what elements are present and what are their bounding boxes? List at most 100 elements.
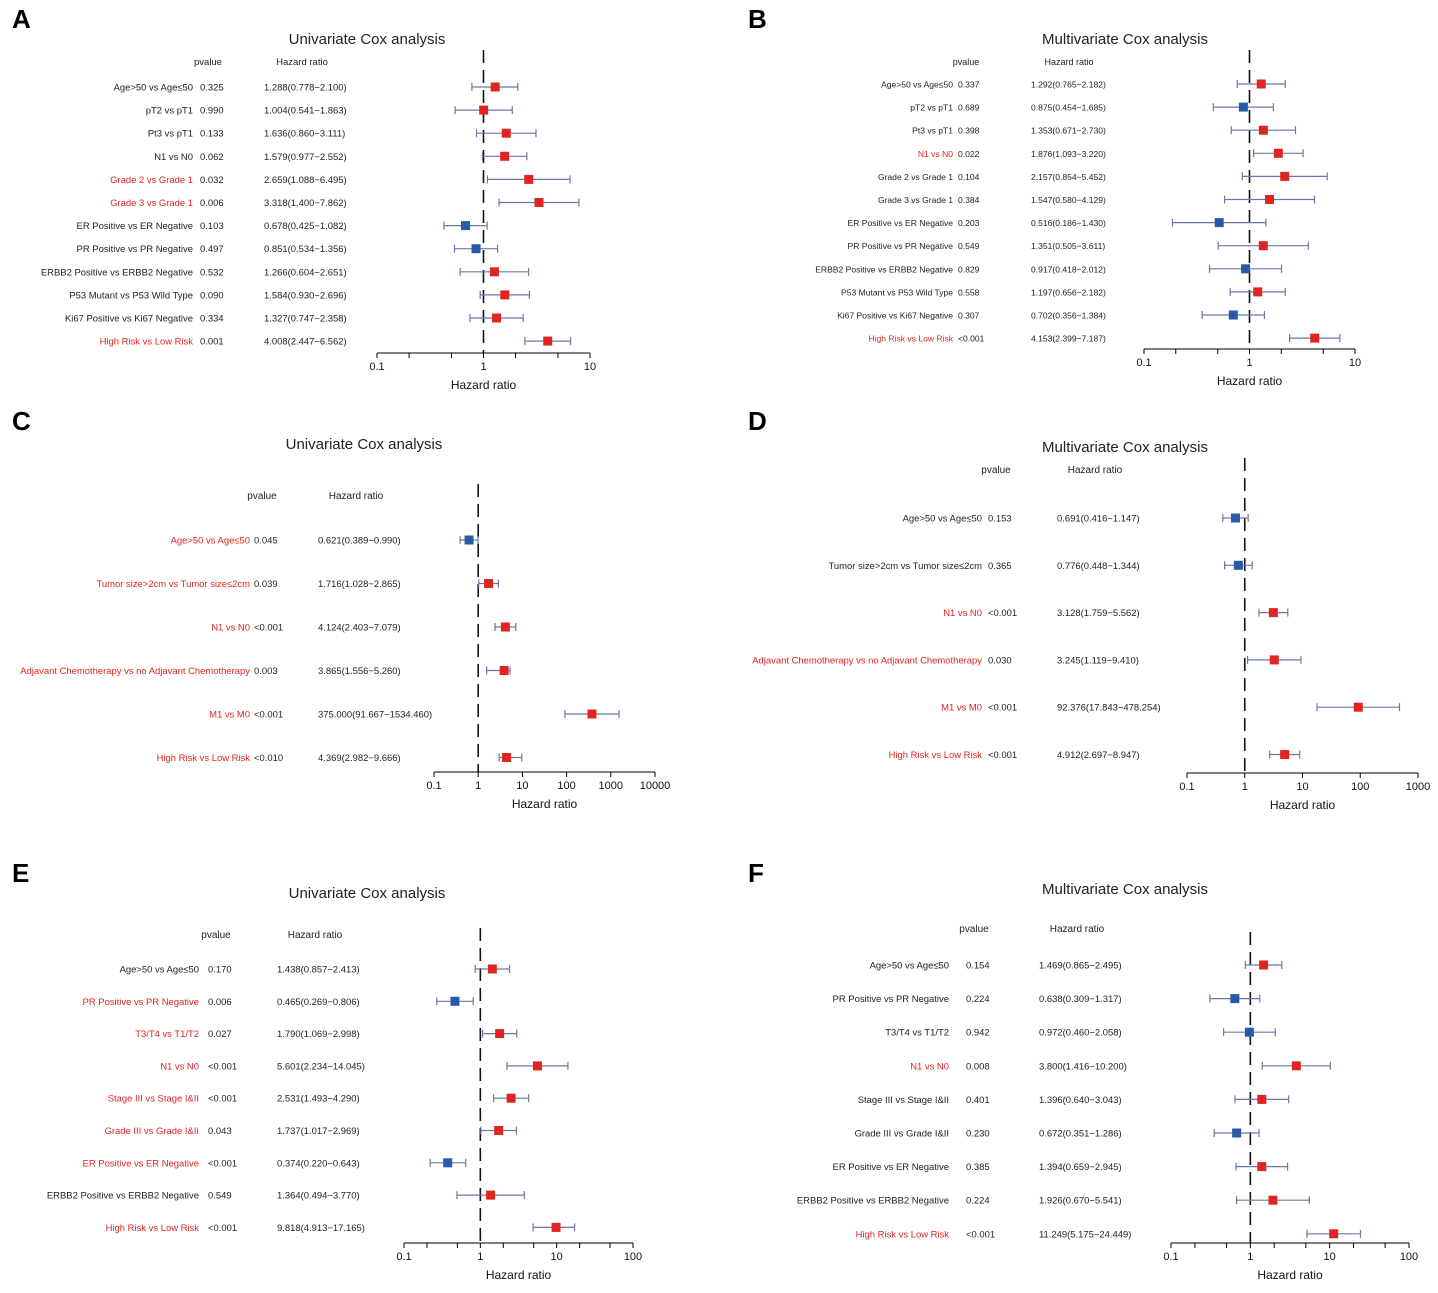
row-pvalue: 0.154: [966, 961, 990, 972]
row-label: Stage III vs Stage I&II: [858, 1095, 949, 1106]
row-label: N1 vs N0: [910, 1061, 949, 1072]
row-pvalue: 0.039: [254, 579, 278, 590]
row-pvalue: 0.001: [200, 337, 224, 348]
x-tick-label: 1: [480, 361, 486, 373]
row-hazard-ratio: 3.245(1.119−9.410): [1057, 655, 1139, 666]
row-pvalue: 0.170: [208, 965, 232, 976]
x-tick-label: 10: [1349, 357, 1361, 369]
row-hazard-ratio: 2.531(1.493−4.290): [277, 1094, 360, 1105]
row-hazard-ratio: 1.716(1.028−2.865): [318, 579, 401, 590]
panel-letter: B: [748, 4, 767, 34]
hazard-ratio-point: [1353, 702, 1363, 712]
hazard-ratio-point: [1214, 218, 1224, 228]
hazard-ratio-point: [1258, 241, 1268, 251]
row-pvalue: 0.307: [958, 311, 980, 321]
panel-c: C Univariate Cox analysis pvalue Hazard rat…: [12, 406, 670, 811]
x-tick-label: 10: [584, 361, 596, 373]
hazard-ratio-point: [1244, 1027, 1254, 1037]
row-label: PR Positive vs PR Negative: [83, 997, 199, 1008]
hazard-ratio-header: Hazard ratio: [1050, 924, 1105, 935]
hazard-ratio-point: [1253, 287, 1263, 297]
x-tick-label: 1: [1242, 781, 1248, 793]
row-label: P53 Mutant vs P53 Wild Type: [69, 290, 193, 301]
row-label: P53 Mutant vs P53 Wild Type: [841, 287, 953, 297]
x-tick-label: 10: [551, 1251, 563, 1263]
row-pvalue: 0.006: [200, 198, 224, 209]
hazard-ratio-point: [1230, 513, 1240, 523]
row-pvalue: 0.942: [966, 1028, 990, 1039]
row-hazard-ratio: 1.737(1.017−2.969): [277, 1126, 360, 1137]
row-pvalue: 0.003: [254, 666, 278, 677]
hazard-ratio-point: [1256, 79, 1266, 89]
hazard-ratio-header: Hazard ratio: [1068, 465, 1123, 476]
row-hazard-ratio: 1.353(0.671−2.730): [1031, 126, 1106, 136]
chart-title: Multivariate Cox analysis: [1042, 31, 1208, 48]
row-pvalue: 0.027: [208, 1029, 232, 1040]
x-axis-label: Hazard ratio: [1257, 1268, 1323, 1282]
row-label: ERBB2 Positive vs ERBB2 Negative: [41, 267, 193, 278]
row-pvalue: <0.001: [208, 1061, 237, 1072]
chart-title: Univariate Cox analysis: [289, 31, 446, 48]
row-pvalue: 0.045: [254, 536, 278, 547]
row-label: Grade III vs Grade I&II: [105, 1126, 199, 1137]
row-label: High Risk vs Low Risk: [856, 1229, 950, 1240]
x-tick-label: 100: [624, 1251, 642, 1263]
pvalue-header: pvalue: [953, 57, 980, 67]
row-hazard-ratio: 1.197(0.656−2.182): [1031, 287, 1106, 297]
row-pvalue: 0.062: [200, 152, 224, 163]
hazard-ratio-point: [501, 128, 511, 138]
row-pvalue: <0.001: [254, 623, 283, 634]
row-hazard-ratio: 1.351(0.505−3.611): [1031, 241, 1105, 251]
chart-title: Multivariate Cox analysis: [1042, 881, 1208, 898]
row-label: Pt3 vs pT1: [148, 129, 193, 140]
hazard-ratio-point: [532, 1061, 542, 1071]
hazard-ratio-point: [500, 151, 510, 161]
row-label: pT2 vs pT1: [146, 106, 193, 117]
x-tick-label: 100: [557, 780, 575, 792]
row-label: PR Positive vs PR Negative: [848, 241, 954, 251]
row-pvalue: 0.532: [200, 267, 224, 278]
row-pvalue: <0.001: [966, 1229, 995, 1240]
row-label: N1 vs N0: [154, 152, 193, 163]
hazard-ratio-point: [1230, 994, 1240, 1004]
hazard-ratio-point: [1269, 655, 1279, 665]
hazard-ratio-point: [487, 964, 497, 974]
hazard-ratio-point: [471, 244, 481, 254]
hazard-ratio-point: [443, 1158, 453, 1168]
row-label: ER Positive vs ER Negative: [848, 218, 954, 228]
hazard-ratio-point: [464, 535, 474, 545]
panel-b: B Multivariate Cox analysis pvalue Hazard r…: [748, 4, 1361, 388]
hazard-ratio-point: [1233, 560, 1243, 570]
hazard-ratio-point: [500, 290, 510, 300]
row-label: ERBB2 Positive vs ERBB2 Negative: [815, 264, 953, 274]
row-hazard-ratio: 1.396(0.640−3.043): [1039, 1095, 1122, 1106]
row-pvalue: 0.006: [208, 997, 232, 1008]
row-label: T3/T4 vs T1/T2: [885, 1028, 949, 1039]
row-pvalue: 0.337: [958, 80, 980, 90]
row-label: High Risk vs Low Risk: [100, 337, 194, 348]
hazard-ratio-point: [1291, 1061, 1301, 1071]
hazard-ratio-point: [1258, 125, 1268, 135]
hazard-ratio-point: [551, 1222, 561, 1232]
row-hazard-ratio: 1.790(1.069−2.998): [277, 1029, 360, 1040]
hazard-ratio-header: Hazard ratio: [276, 57, 328, 68]
hazard-ratio-point: [1232, 1128, 1242, 1138]
row-pvalue: 0.398: [958, 126, 980, 136]
hazard-ratio-point: [494, 1126, 504, 1135]
row-hazard-ratio: 0.972(0.460−2.058): [1039, 1028, 1122, 1039]
row-hazard-ratio: 3.318(1.400−7.862): [264, 198, 347, 209]
row-hazard-ratio: 0.702(0.356−1.384): [1031, 311, 1106, 321]
row-hazard-ratio: 0.638(0.309−1.317): [1039, 994, 1122, 1005]
panel-d: D Multivariate Cox analysis pvalue Hazard r…: [748, 406, 1430, 812]
row-label: Ki67 Positive vs Ki67 Negative: [837, 311, 953, 321]
row-hazard-ratio: 4.369(2.982−9.666): [318, 753, 401, 764]
row-pvalue: 0.990: [200, 106, 224, 117]
panel-letter: D: [748, 406, 767, 436]
panel-letter: A: [12, 4, 31, 34]
row-label: Grade III vs Grade I&II: [855, 1129, 949, 1140]
hazard-ratio-point: [1238, 102, 1248, 112]
row-hazard-ratio: 11.249(5.175−24.449): [1039, 1229, 1131, 1240]
panel-a: A Univariate Cox analysis pvalue Hazard rat…: [12, 4, 596, 392]
row-hazard-ratio: 1.292(0.765−2.182): [1031, 80, 1106, 90]
